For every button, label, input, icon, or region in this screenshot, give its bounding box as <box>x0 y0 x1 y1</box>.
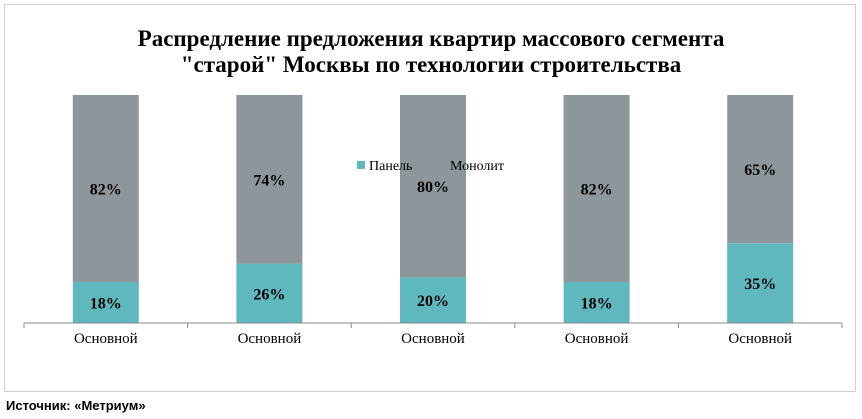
bar-monolith-5 <box>727 95 794 244</box>
x-tick-label: Основной <box>238 331 302 347</box>
chart-title-line: Распредление предложения квартир массово… <box>138 26 725 51</box>
legend-swatch-monolith <box>438 161 446 169</box>
data-label: 82% <box>581 181 613 198</box>
x-axis-ticks: Основной Основной Основной Основной Основной <box>23 323 843 347</box>
chart-title: Распредление предложения квартир массово… <box>138 26 725 77</box>
legend: Панель Монолит <box>357 159 504 174</box>
data-label: 18% <box>90 295 122 312</box>
x-tick-label: Основной <box>74 331 138 347</box>
bar-monolith-3 <box>400 95 466 278</box>
data-labels: 18% 82% 26% 74% 20% 80% 18% 82% 35% 65% <box>90 162 776 312</box>
data-label: 20% <box>417 293 449 310</box>
legend-label-panel: Панель <box>369 159 412 174</box>
bar-monolith-1 <box>72 95 139 282</box>
bar-panel-1 <box>72 281 139 323</box>
bars <box>72 95 794 323</box>
x-tick-label: Основной <box>401 331 465 347</box>
stacked-bar-chart: Распредление предложения квартир массово… <box>23 26 843 347</box>
data-label: 35% <box>744 276 776 293</box>
chart-title-line: "старой" Москвы по технологии строительс… <box>181 52 682 77</box>
legend-swatch-panel <box>357 161 365 169</box>
x-tick-label: Основной <box>728 331 792 347</box>
data-label: 80% <box>417 179 449 196</box>
bar-panel-5 <box>727 243 794 323</box>
bar-monolith-4 <box>563 95 630 282</box>
data-label: 82% <box>90 181 122 198</box>
bar-panel-3 <box>400 277 466 323</box>
legend-label-monolith: Монолит <box>450 159 504 174</box>
data-label: 26% <box>253 286 285 303</box>
data-label: 65% <box>744 162 776 179</box>
source-note: Источник: «Метриум» <box>6 398 146 413</box>
x-tick-label: Основной <box>565 331 629 347</box>
bar-panel-2 <box>236 263 303 323</box>
bar-panel-4 <box>563 281 630 323</box>
bar-monolith-2 <box>236 95 303 264</box>
data-label: 74% <box>253 172 285 189</box>
data-label: 18% <box>581 295 613 312</box>
